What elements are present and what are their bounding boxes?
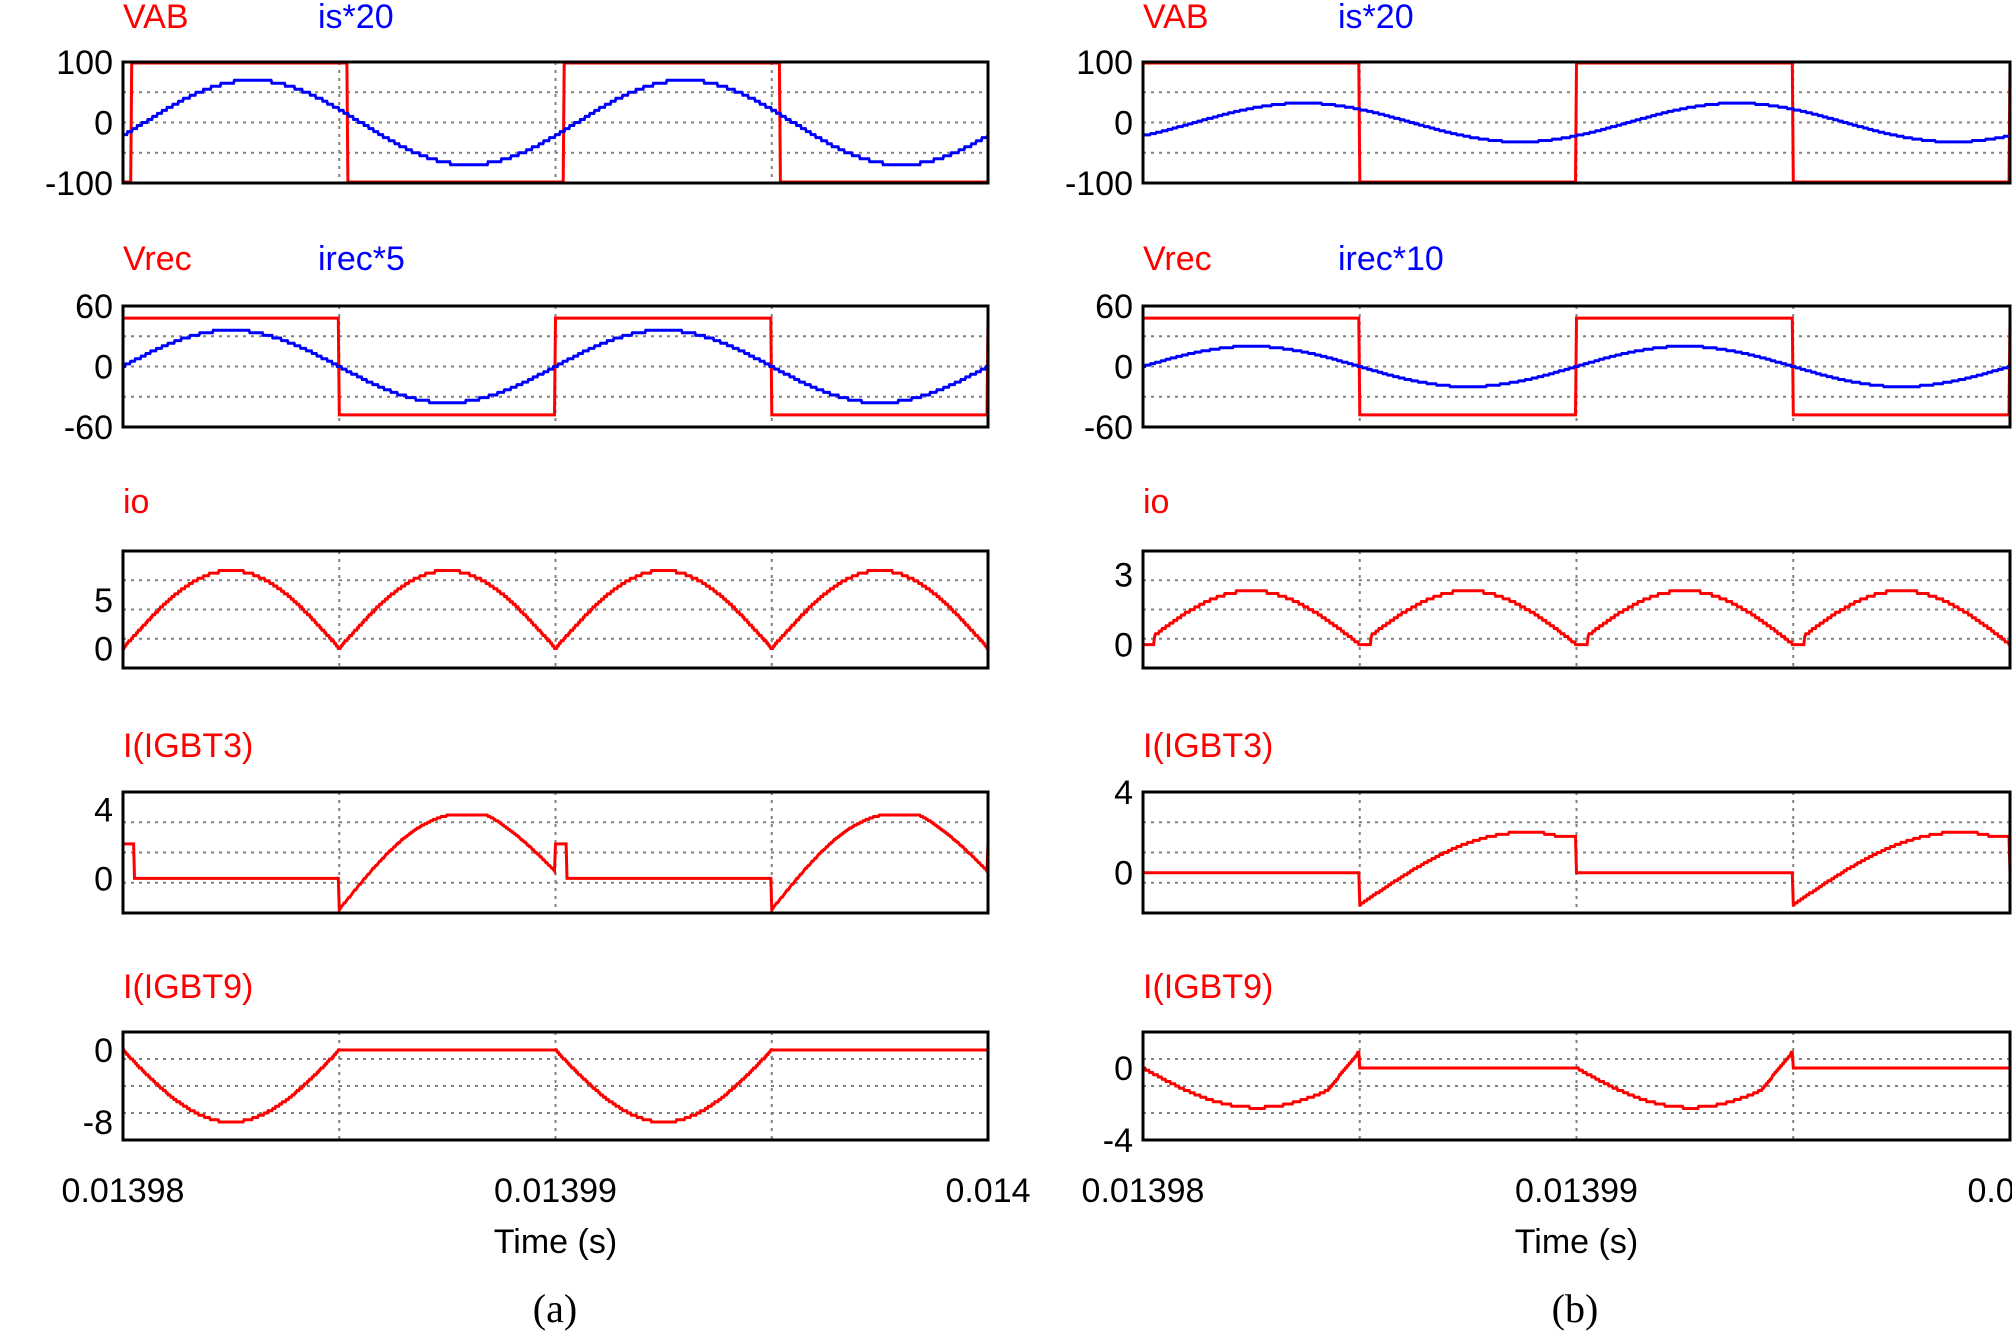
panel-title: io — [1143, 483, 1169, 521]
x-tick-label: 0.01398 — [62, 1172, 185, 1210]
x-tick-label: 0.014 — [1967, 1172, 2012, 1210]
y-tick-label: 0 — [1114, 349, 1133, 387]
series-line — [1141, 101, 2010, 144]
panel-title: I(IGBT9) — [123, 968, 253, 1006]
plot-frame — [121, 60, 990, 185]
plot-frame — [121, 1030, 990, 1142]
panel-2: Vrec irec*10 60 0 -60 — [1084, 240, 2012, 447]
plot-frame — [1141, 1030, 2012, 1142]
panel-2: Vrec irec*5 60 0 -60 — [64, 240, 990, 447]
y-tick-label: -8 — [83, 1104, 113, 1142]
y-tick-label: 0 — [94, 1032, 113, 1070]
panel-5: I(IGBT9) 0 -8 — [83, 968, 990, 1142]
panel-title: VAB — [1143, 0, 1209, 36]
x-tick-label: 0.014 — [945, 1172, 1030, 1210]
y-tick-label: 0 — [1114, 855, 1133, 893]
panel-3: io 3 0 — [1114, 483, 2012, 670]
y-tick-label: 0 — [94, 860, 113, 898]
y-tick-label: 60 — [1095, 288, 1133, 326]
y-tick-label: 4 — [1114, 774, 1133, 812]
y-tick-label: 0 — [1114, 105, 1133, 143]
series-line — [1143, 1050, 2010, 1110]
panel-title: irec*10 — [1338, 240, 1444, 278]
subfigure-caption: (b) — [1552, 1286, 1599, 1331]
panel-4: I(IGBT3) 4 0 — [94, 727, 990, 915]
series-line — [1143, 344, 2010, 389]
y-tick-label: 0 — [94, 631, 113, 669]
plot-frame — [121, 304, 990, 429]
grid — [123, 1032, 988, 1140]
x-tick-label: 0.01399 — [1515, 1172, 1638, 1210]
y-tick-label: 0 — [94, 105, 113, 143]
x-axis-label: Time (s) — [494, 1223, 617, 1261]
series-line — [122, 569, 989, 650]
series-line — [122, 1048, 988, 1124]
panel-title: VAB — [123, 0, 189, 36]
y-tick-label: 3 — [1114, 556, 1133, 594]
plot-frame — [121, 790, 990, 915]
series-line — [123, 813, 990, 915]
plot-frame — [121, 549, 990, 670]
y-tick-label: -100 — [45, 165, 113, 203]
panel-title: is*20 — [1338, 0, 1414, 36]
y-tick-label: -60 — [64, 409, 113, 447]
panel-title: I(IGBT3) — [1143, 727, 1273, 765]
panel-title: I(IGBT3) — [123, 727, 253, 765]
panel-title: I(IGBT9) — [1143, 968, 1273, 1006]
panel-title: io — [123, 483, 149, 521]
panel-5: I(IGBT9) 0 -4 — [1103, 968, 2012, 1160]
subfigure-caption: (a) — [533, 1286, 577, 1331]
y-tick-label: -4 — [1103, 1122, 1133, 1160]
plot-frame — [1141, 60, 2012, 185]
series-line — [1143, 830, 2012, 907]
panel-1: VAB is*20 100 0 -100 — [1065, 0, 2012, 203]
series-line — [123, 316, 990, 417]
y-tick-label: 100 — [56, 44, 113, 82]
y-tick-label: 4 — [94, 791, 113, 829]
plot-frame — [1141, 304, 2012, 429]
plot-frame — [1141, 790, 2012, 915]
series-line — [123, 78, 990, 167]
panel-title: irec*5 — [318, 240, 405, 278]
panel-1: VAB is*20 100 0 -100 — [45, 0, 990, 203]
grid — [1143, 1032, 2010, 1140]
y-tick-label: 0 — [94, 349, 113, 387]
panel-title: Vrec — [1143, 240, 1212, 278]
y-tick-label: 100 — [1076, 44, 1133, 82]
y-tick-label: -60 — [1084, 409, 1133, 447]
x-tick-label: 0.01398 — [1082, 1172, 1205, 1210]
panel-title: is*20 — [318, 0, 394, 36]
x-tick-label: 0.01399 — [494, 1172, 617, 1210]
y-tick-label: 0 — [1114, 627, 1133, 665]
y-tick-label: -100 — [1065, 165, 1133, 203]
x-axis-label: Time (s) — [1515, 1223, 1638, 1261]
series-line — [1143, 316, 2012, 417]
grid — [1143, 551, 2010, 668]
panel-title: Vrec — [123, 240, 192, 278]
panel-3: io 5 0 — [94, 483, 990, 670]
y-tick-label: 60 — [75, 288, 113, 326]
series-line — [123, 328, 988, 405]
grid — [123, 551, 988, 668]
y-tick-label: 5 — [94, 582, 113, 620]
series-line — [1143, 589, 2011, 647]
panel-4: I(IGBT3) 4 0 — [1114, 727, 2012, 915]
plot-frame — [1141, 549, 2012, 670]
y-tick-label: 0 — [1114, 1050, 1133, 1088]
